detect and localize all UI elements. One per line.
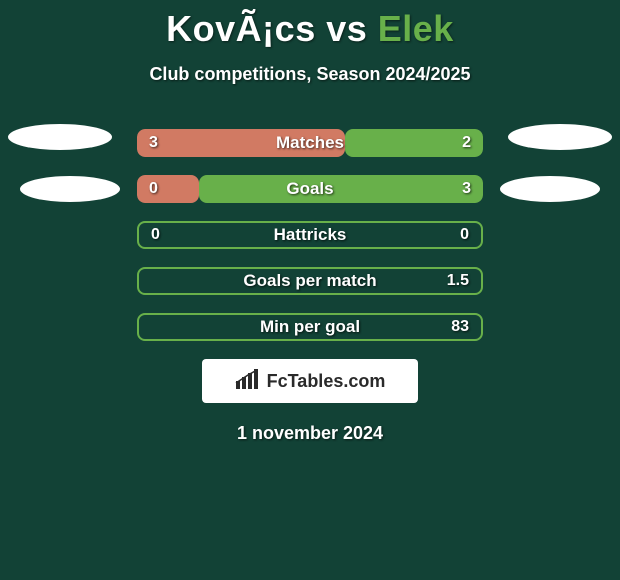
decor-ellipse-left1 [8, 124, 112, 150]
stat-row: Goals03 [137, 175, 483, 203]
decor-ellipse-left2 [20, 176, 120, 202]
title-right: Elek [378, 8, 454, 49]
decor-ellipse-right1 [508, 124, 612, 150]
decor-ellipse-right2 [500, 176, 600, 202]
stat-row-label: Hattricks [139, 223, 481, 247]
logo-text: FcTables.com [267, 371, 386, 392]
logo-box: FcTables.com [202, 359, 418, 403]
logo-bars-icon [235, 369, 261, 394]
stat-row-right-value: 83 [439, 315, 481, 339]
logo-inner: FcTables.com [235, 369, 386, 394]
stat-row-right-value: 1.5 [435, 269, 481, 293]
stat-row: Hattricks0 0 [137, 221, 483, 249]
stat-row-right-fill [199, 175, 483, 203]
stat-row: Matches32 [137, 129, 483, 157]
comparison-rows: Matches32 Goals03 Hattricks0 0 Goals per mat… [137, 129, 483, 341]
stat-row-right-fill [345, 129, 483, 157]
date-line: 1 november 2024 [0, 423, 620, 444]
stat-row-label: Goals per match [139, 269, 481, 293]
chart-area: Matches32 Goals03 Hattricks0 0 Goals per mat… [0, 129, 620, 341]
page-title: KovÃ¡cs vs Elek [0, 0, 620, 50]
stat-row: Goals per match1.5 [137, 267, 483, 295]
stat-row-left-value: 0 [139, 223, 172, 247]
stat-row-label: Min per goal [139, 315, 481, 339]
page-subtitle: Club competitions, Season 2024/2025 [0, 64, 620, 85]
stat-row-left-fill [137, 175, 199, 203]
stat-row: Min per goal83 [137, 313, 483, 341]
title-left: KovÃ¡cs vs [166, 8, 378, 49]
stat-row-right-value: 0 [448, 223, 481, 247]
stat-row-left-fill [137, 129, 345, 157]
